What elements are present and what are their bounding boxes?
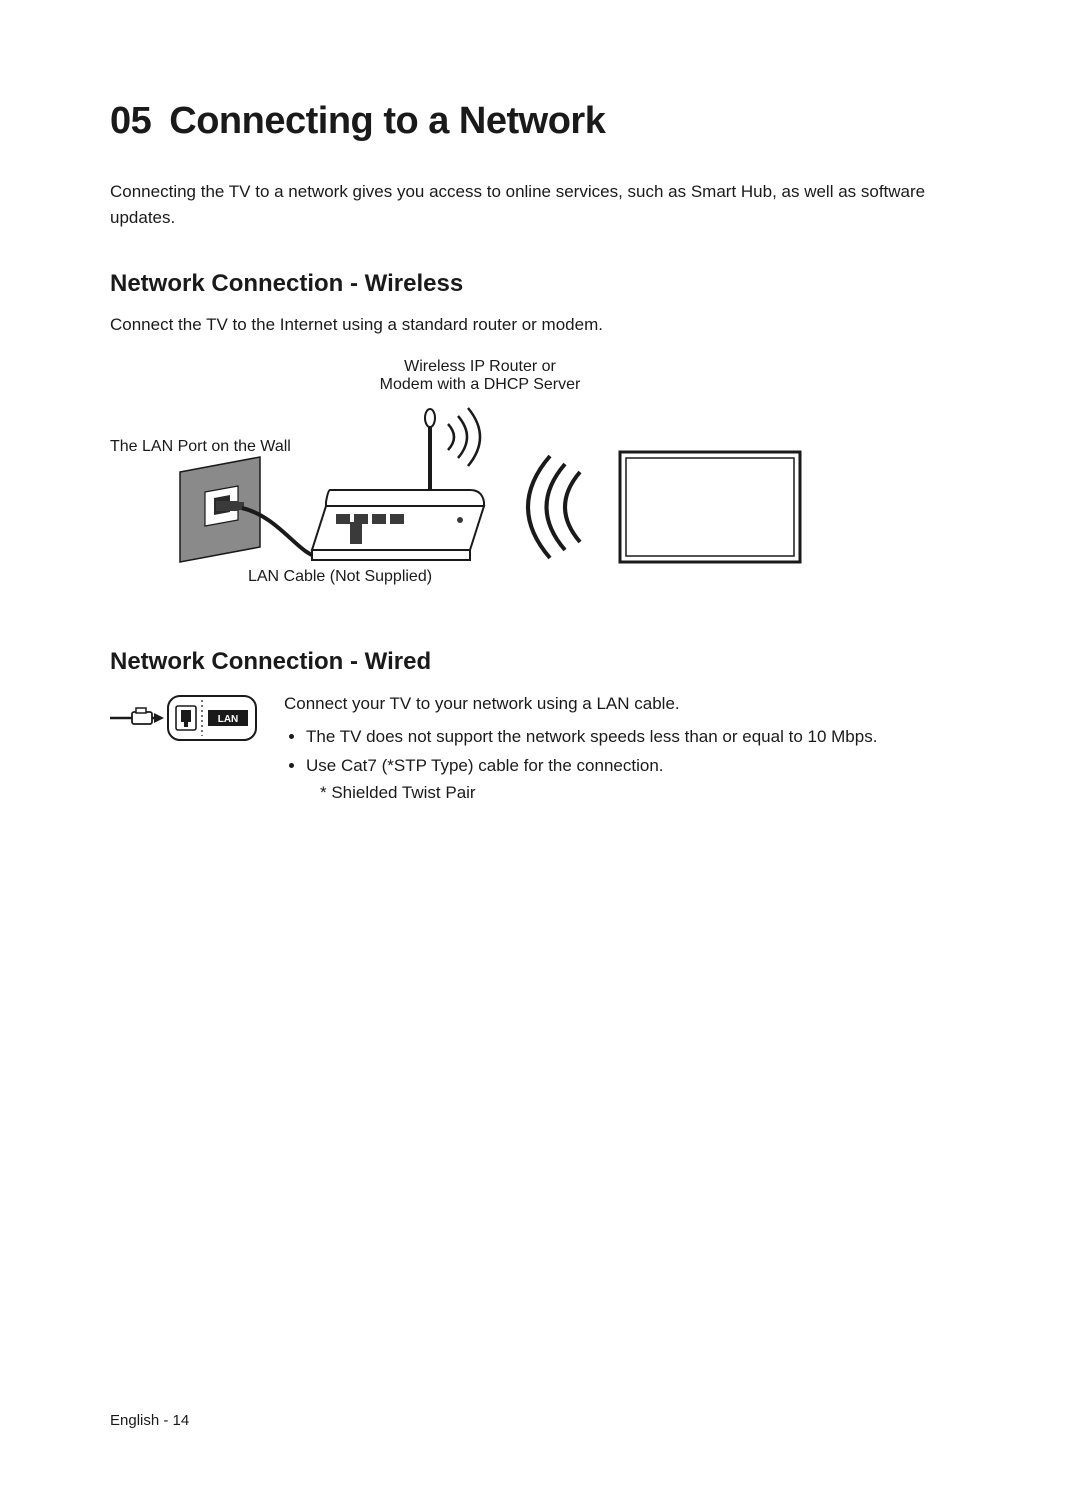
wireless-svg — [110, 402, 970, 612]
router-icon — [312, 408, 484, 560]
intro-paragraph: Connecting the TV to a network gives you… — [110, 179, 970, 230]
router-label: Wireless IP Router or Modem with a DHCP … — [310, 358, 650, 394]
footer-page-number: 14 — [173, 1412, 190, 1429]
lan-port-icon: LAN — [110, 690, 260, 746]
wired-bullet-1: The TV does not support the network spee… — [306, 723, 970, 750]
wired-footnote: * Shielded Twist Pair — [306, 779, 970, 806]
wireless-diagram: Wireless IP Router or Modem with a DHCP … — [110, 358, 970, 618]
chapter-title-text: Connecting to a Network — [169, 100, 605, 142]
router-label-line1: Wireless IP Router or — [310, 358, 650, 376]
wired-bullet-list: The TV does not support the network spee… — [284, 723, 970, 807]
router-label-line2: Modem with a DHCP Server — [310, 376, 650, 394]
manual-page: 05 Connecting to a Network Connecting the… — [0, 0, 1080, 1494]
footer-separator: - — [159, 1412, 172, 1429]
wired-bullet-2-text: Use Cat7 (*STP Type) cable for the conne… — [306, 756, 664, 775]
page-footer: English - 14 — [110, 1412, 189, 1429]
wired-diagram: LAN — [110, 690, 260, 746]
tv-icon — [620, 452, 800, 562]
footer-language: English — [110, 1412, 159, 1429]
chapter-heading: 05 Connecting to a Network — [110, 100, 970, 143]
wifi-waves-icon — [528, 456, 580, 558]
lan-port-text: LAN — [218, 714, 239, 725]
wired-section-body: LAN Connect your TV to your network usin… — [110, 690, 970, 809]
wired-bullet-2: Use Cat7 (*STP Type) cable for the conne… — [306, 752, 970, 806]
wired-intro-text: Connect your TV to your network using a … — [284, 690, 970, 717]
wired-text-block: Connect your TV to your network using a … — [284, 690, 970, 809]
wireless-section-title: Network Connection - Wireless — [110, 270, 970, 298]
wireless-section-text: Connect the TV to the Internet using a s… — [110, 312, 970, 338]
wired-section-title: Network Connection - Wired — [110, 648, 970, 676]
chapter-number: 05 — [110, 100, 151, 142]
